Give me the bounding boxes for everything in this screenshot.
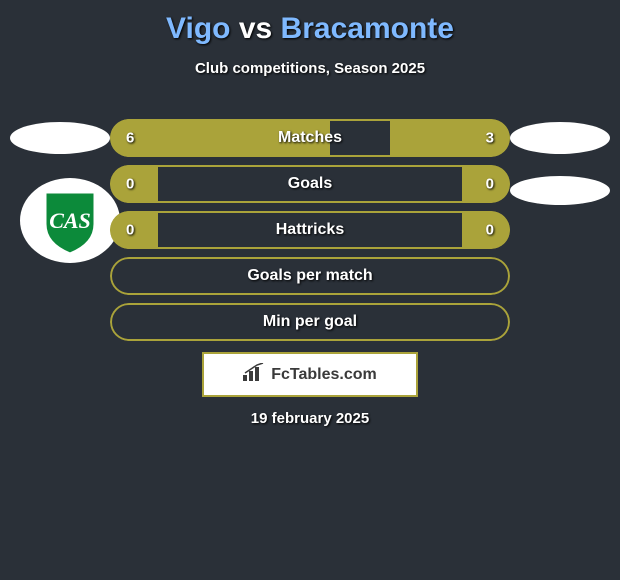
stat-value-right: 0 <box>486 222 494 239</box>
chart-icon <box>243 363 265 386</box>
stat-label: Goals <box>110 175 510 193</box>
badge-text-svg: CAS <box>49 208 91 233</box>
stat-row: Matches6 3 <box>110 119 510 157</box>
comparison-title: Vigo vs Bracamonte <box>0 0 620 46</box>
player-right-name: Bracamonte <box>281 12 454 45</box>
stat-value-left: 6 <box>126 130 134 147</box>
stat-value-right: 3 <box>486 130 494 147</box>
stat-label: Min per goal <box>110 313 510 331</box>
branding-text: FcTables.com <box>271 366 377 384</box>
stat-value-left: 0 <box>126 176 134 193</box>
branding-box[interactable]: FcTables.com <box>202 352 418 397</box>
club-badge: CAS <box>20 178 120 263</box>
stat-label: Hattricks <box>110 221 510 239</box>
stat-label: Matches <box>110 129 510 147</box>
season-subtitle: Club competitions, Season 2025 <box>0 60 620 77</box>
date-label: 19 february 2025 <box>0 410 620 427</box>
stat-row: Goals0 0 <box>110 165 510 203</box>
stat-label: Goals per match <box>110 267 510 285</box>
stat-row: Goals per match <box>110 257 510 295</box>
stat-row: Min per goal <box>110 303 510 341</box>
right-avatar-placeholder <box>510 122 610 154</box>
right-avatar-placeholder-2 <box>510 176 610 205</box>
stat-row: Hattricks0 0 <box>110 211 510 249</box>
stats-area: Matches63Goals00Hattricks00Goals per mat… <box>110 119 510 349</box>
player-left-name: Vigo <box>166 12 230 45</box>
stat-value-left: 0 <box>126 222 134 239</box>
left-avatar-placeholder <box>10 122 110 154</box>
vs-separator: vs <box>239 12 272 45</box>
stat-value-right: 0 <box>486 176 494 193</box>
